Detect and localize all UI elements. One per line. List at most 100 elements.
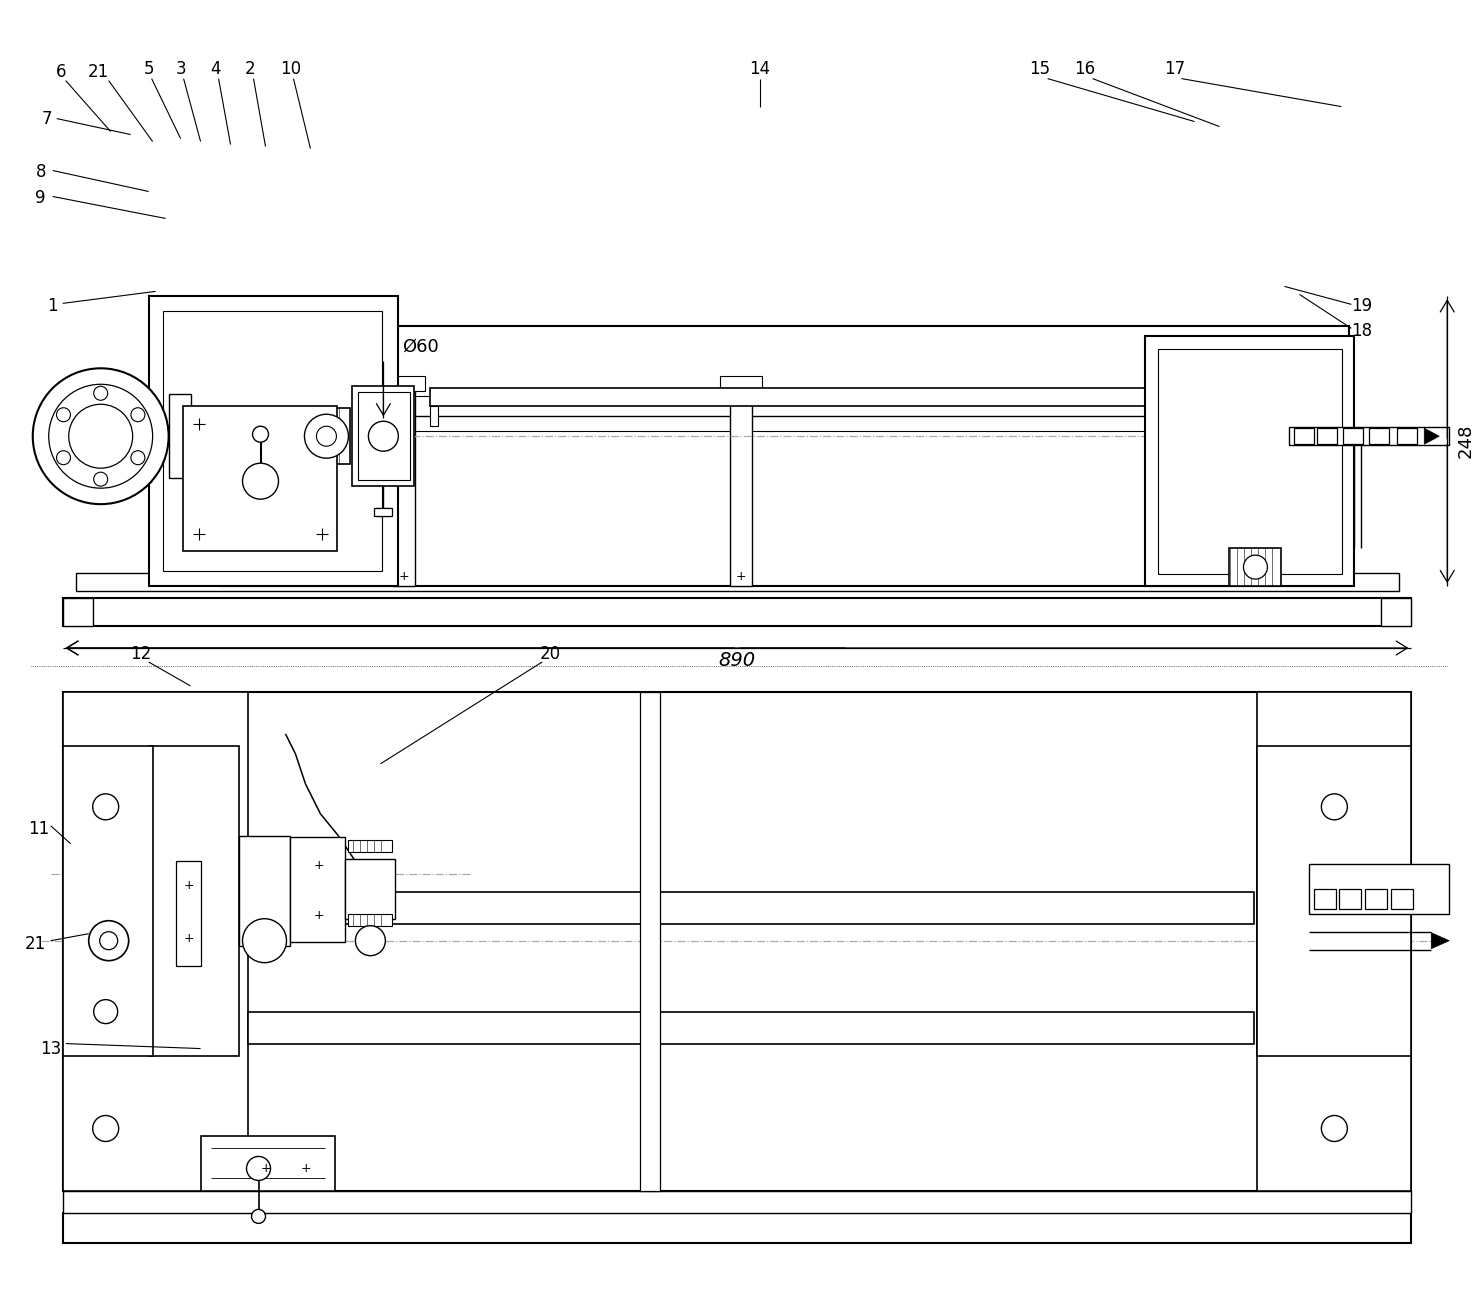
Text: 18: 18 — [1351, 323, 1371, 341]
Circle shape — [131, 451, 145, 465]
Text: 8: 8 — [35, 162, 46, 180]
Circle shape — [93, 386, 108, 400]
Bar — [62, 1213, 1411, 1243]
Circle shape — [93, 1116, 118, 1142]
Bar — [118, 408, 139, 464]
Circle shape — [89, 920, 128, 960]
Bar — [720, 376, 762, 391]
Circle shape — [93, 999, 118, 1024]
Circle shape — [242, 919, 286, 963]
Bar — [137, 390, 151, 482]
Text: +: + — [183, 932, 193, 945]
Bar — [359, 393, 410, 481]
Bar — [348, 840, 393, 851]
Circle shape — [304, 415, 348, 459]
Circle shape — [56, 408, 71, 421]
Circle shape — [1321, 794, 1348, 820]
Text: 15: 15 — [1029, 60, 1051, 78]
Text: +: + — [399, 569, 410, 583]
Circle shape — [69, 404, 133, 468]
Bar — [1157, 350, 1342, 574]
Bar — [431, 389, 1299, 406]
Text: 20: 20 — [540, 645, 561, 664]
Circle shape — [93, 794, 118, 820]
Bar — [1343, 428, 1364, 445]
Bar — [375, 508, 393, 516]
Text: 21: 21 — [89, 62, 109, 80]
Bar — [1365, 889, 1387, 908]
Bar — [75, 573, 1399, 591]
Polygon shape — [1432, 933, 1449, 949]
Circle shape — [131, 408, 145, 421]
Bar — [62, 746, 152, 1055]
Bar — [149, 297, 399, 586]
Circle shape — [93, 472, 108, 486]
Circle shape — [49, 385, 152, 489]
Bar — [1398, 428, 1417, 445]
Bar — [1290, 428, 1449, 446]
Text: 3: 3 — [176, 60, 186, 78]
Polygon shape — [1424, 428, 1439, 445]
Bar — [1370, 428, 1389, 445]
Bar — [176, 861, 201, 966]
Bar — [348, 914, 393, 925]
Text: 17: 17 — [1165, 60, 1185, 78]
Text: 5: 5 — [143, 60, 154, 78]
Bar — [149, 746, 239, 1055]
Circle shape — [356, 925, 385, 955]
Circle shape — [316, 426, 337, 446]
Bar — [1258, 746, 1411, 1055]
Bar — [303, 408, 350, 464]
Text: 19: 19 — [1351, 297, 1371, 315]
Bar — [394, 386, 415, 586]
Bar — [1315, 889, 1336, 908]
Text: 10: 10 — [280, 60, 301, 78]
Bar — [431, 406, 438, 426]
Bar — [731, 386, 751, 586]
Text: +: + — [260, 1163, 270, 1175]
Bar — [62, 692, 248, 1191]
Bar — [1318, 428, 1337, 445]
Bar — [1144, 337, 1355, 586]
Circle shape — [242, 463, 279, 499]
Bar — [62, 1191, 1411, 1213]
Text: +: + — [183, 879, 193, 892]
Bar — [62, 692, 1411, 1191]
Bar — [1294, 428, 1315, 445]
Bar — [62, 597, 1411, 626]
Bar — [248, 1012, 1255, 1043]
Bar — [353, 386, 415, 486]
Bar — [1292, 406, 1299, 426]
Circle shape — [100, 932, 118, 950]
Bar — [201, 1137, 335, 1191]
Circle shape — [369, 421, 399, 451]
Text: +: + — [313, 910, 323, 923]
Text: 248: 248 — [1457, 424, 1475, 459]
Bar — [1392, 889, 1414, 908]
Bar — [384, 376, 425, 391]
Text: 1: 1 — [47, 297, 58, 315]
Text: 2: 2 — [245, 60, 255, 78]
Bar — [183, 406, 338, 551]
Circle shape — [251, 1209, 266, 1223]
Circle shape — [1321, 1116, 1348, 1142]
Bar — [345, 859, 396, 919]
Circle shape — [1243, 555, 1268, 579]
Bar — [239, 836, 291, 946]
Bar — [248, 892, 1255, 924]
FancyBboxPatch shape — [134, 759, 472, 988]
Bar — [641, 692, 660, 1191]
Circle shape — [56, 451, 71, 465]
Text: 11: 11 — [28, 820, 49, 837]
Bar — [190, 428, 310, 446]
Text: 21: 21 — [25, 934, 46, 953]
Text: Ø60: Ø60 — [401, 337, 438, 355]
Text: 16: 16 — [1075, 60, 1095, 78]
Circle shape — [252, 426, 269, 442]
Text: 4: 4 — [210, 60, 221, 78]
Bar — [291, 837, 345, 942]
Bar — [1258, 692, 1411, 1191]
Text: 13: 13 — [40, 1039, 62, 1058]
Text: +: + — [300, 1163, 311, 1175]
Bar — [220, 327, 1349, 586]
